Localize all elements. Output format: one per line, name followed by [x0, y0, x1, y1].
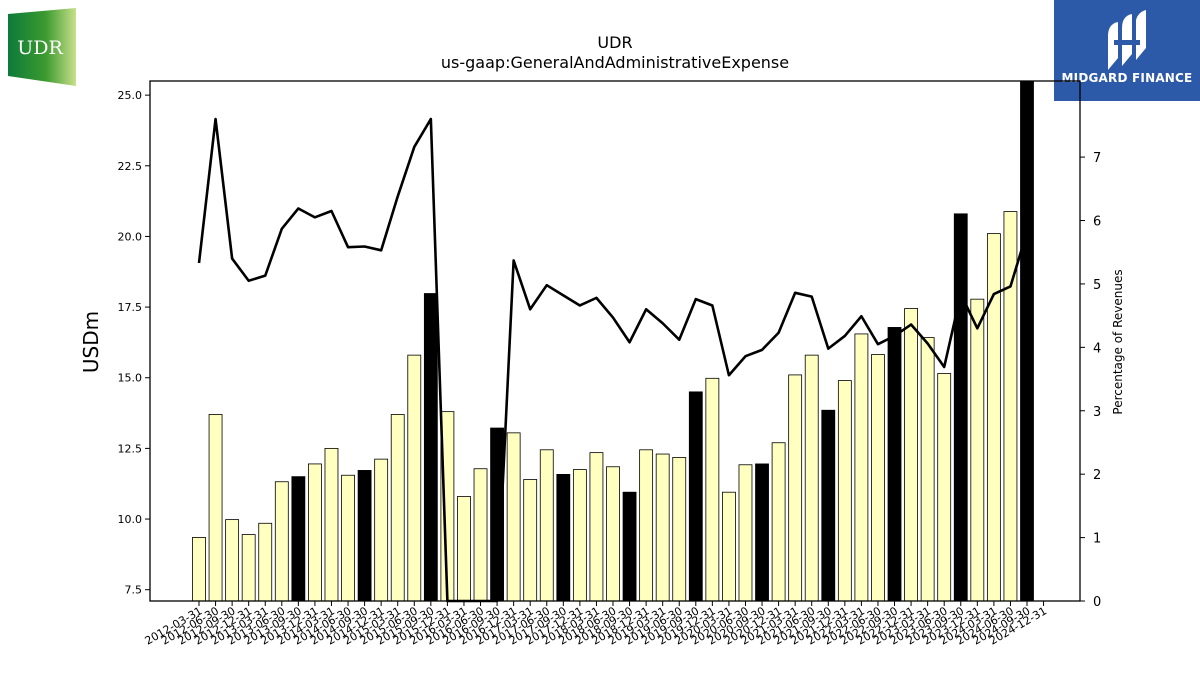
bar [457, 496, 471, 602]
y2-axis-label: Percentage of Revenues [1111, 269, 1125, 414]
bar [208, 414, 223, 602]
y-tick-label: 7.5 [125, 584, 143, 597]
bar [953, 213, 968, 602]
y2-tick-label: 6 [1093, 215, 1101, 230]
bar [970, 298, 985, 602]
bar [258, 522, 273, 602]
bar [572, 469, 587, 602]
y-tick-label: 15.0 [118, 372, 143, 385]
bar [655, 453, 670, 602]
bar [324, 447, 339, 602]
bar [871, 354, 885, 602]
bar [755, 463, 769, 602]
bar [771, 442, 786, 602]
y2-tick-label: 2 [1093, 468, 1101, 483]
y2-tick-label: 1 [1093, 532, 1101, 547]
bar [606, 466, 620, 602]
y2-tick-label: 0 [1093, 595, 1101, 610]
y2-tick-label: 4 [1093, 341, 1101, 356]
bar [390, 414, 405, 602]
y-axis-label: USDm [79, 311, 103, 373]
plot-frame [149, 80, 1081, 602]
bar [738, 464, 753, 602]
bar [837, 380, 852, 602]
y2-tick-label: 7 [1093, 151, 1101, 166]
bar [473, 468, 488, 602]
bar [341, 474, 355, 602]
bar [705, 377, 720, 602]
udr-logo-text: UDR [17, 37, 63, 59]
bar [986, 233, 1001, 602]
bar [506, 432, 521, 602]
bar [1020, 80, 1034, 602]
bar [523, 479, 538, 602]
chart-subtitle: us-gaap:GeneralAndAdministrativeExpense [441, 53, 789, 72]
bar [556, 473, 571, 602]
bar [639, 449, 654, 602]
bar [854, 333, 869, 602]
bar [904, 308, 918, 602]
midgard-mark-icon [1108, 10, 1146, 70]
bar [291, 476, 306, 602]
bar [423, 293, 438, 602]
bar [589, 452, 604, 602]
y-tick-label: 22.5 [118, 160, 143, 173]
y2-tick-label: 5 [1093, 278, 1101, 293]
bar [225, 519, 240, 602]
midgard-finance-text: MIDGARD FINANCE [1061, 71, 1193, 85]
bar [539, 449, 554, 602]
udr-logo-graphic: UDR [8, 8, 76, 86]
bar [241, 534, 256, 602]
bar [821, 409, 836, 602]
plot-area: 7.510.012.515.017.520.022.525.0012345672… [118, 80, 1101, 648]
bar [308, 463, 322, 602]
bar [357, 470, 372, 602]
bar [887, 327, 902, 602]
bar [407, 354, 422, 602]
line-series [197, 117, 1029, 603]
bar [622, 491, 637, 602]
bar [688, 391, 703, 602]
bar [804, 354, 819, 602]
y-tick-label: 10.0 [118, 513, 143, 526]
bar [374, 458, 389, 602]
y2-tick-label: 3 [1093, 405, 1101, 420]
y-tick-label: 12.5 [118, 442, 143, 455]
chart-title: UDR [597, 33, 632, 52]
udr-logo: UDR [8, 8, 78, 90]
bar [722, 491, 736, 602]
y-tick-label: 17.5 [118, 301, 143, 314]
bar [274, 481, 289, 602]
bar [672, 457, 687, 602]
midgard-finance-logo: MIDGARD FINANCE [1054, 0, 1200, 101]
bar [920, 337, 935, 602]
y-tick-label: 25.0 [118, 89, 143, 102]
bar [937, 373, 952, 602]
y-tick-label: 20.0 [118, 230, 143, 243]
bar [192, 537, 206, 602]
bar [788, 374, 803, 602]
